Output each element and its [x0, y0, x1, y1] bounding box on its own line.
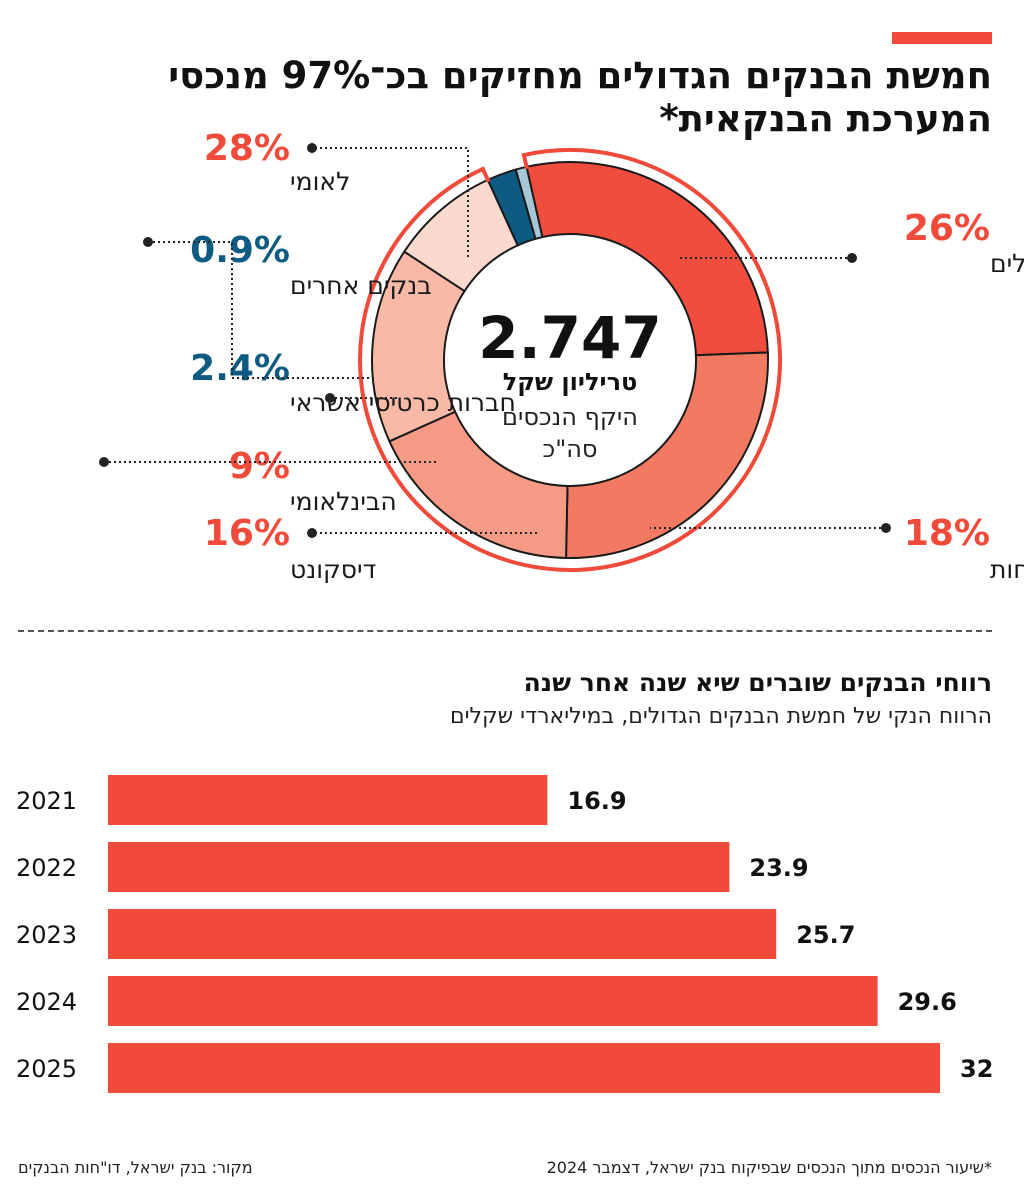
bar-value-label-0: 16.9	[567, 787, 626, 815]
leader-dot-5	[325, 393, 335, 403]
bar-4	[108, 1043, 940, 1093]
slice-0	[525, 161, 769, 357]
center-unit: טריליון שקל	[503, 368, 638, 396]
bar-chart: 2021 16.9 2022 23.9 2023 25.7 2024 29.6 2025 32	[16, 775, 993, 1093]
slice-name-label-6: בנקים אחרים	[290, 271, 432, 300]
slice-value-label-5: 2.4%	[190, 348, 290, 389]
slice-6	[514, 165, 544, 241]
bar-category-2: 2023	[16, 921, 77, 949]
slice-1	[565, 351, 769, 559]
leader-dot-3	[307, 528, 317, 538]
slice-name-label-2: מזרחי־טפחות	[990, 555, 1024, 584]
bars-subtitle: הרווח הנקי של חמשת הבנקים הגדולים, במילי…	[449, 704, 992, 729]
section-divider	[18, 630, 992, 632]
big-banks-ring	[358, 148, 782, 572]
leader-line-0	[310, 147, 469, 258]
center-caption-1: היקף הנכסים	[502, 403, 638, 431]
slice-name-label-1: הפועלים	[990, 249, 1024, 278]
bar-value-label-2: 25.7	[796, 921, 855, 949]
bar-category-0: 2021	[16, 787, 77, 815]
bar-value-label-1: 23.9	[749, 854, 808, 882]
bar-2	[108, 909, 777, 959]
leader-dot-2	[881, 523, 891, 533]
bar-category-4: 2025	[16, 1055, 77, 1083]
source-note: מקור: בנק ישראל, דו"חות הבנקים	[18, 1158, 253, 1177]
leader-line-6	[148, 241, 376, 379]
slice-name-label-4: הבינלאומי	[290, 487, 397, 516]
bar-value-label-3: 29.6	[898, 988, 957, 1016]
footnote: *שיעור הנכסים מתוך הנכסים שבפיקוח בנק יש…	[546, 1158, 992, 1177]
slice-2	[388, 410, 569, 559]
slice-value-label-0: 28%	[204, 128, 290, 169]
leader-dot-4	[99, 457, 109, 467]
bar-value-label-4: 32	[960, 1055, 993, 1083]
slice-value-label-6: 0.9%	[190, 230, 290, 271]
slice-value-label-2: 18%	[904, 513, 990, 554]
bar-category-1: 2022	[16, 854, 77, 882]
slice-name-label-3: דיסקונט	[290, 555, 376, 584]
leader-dot-1	[847, 253, 857, 263]
leader-dot-6	[143, 237, 153, 247]
bar-1	[108, 842, 730, 892]
bars-title: רווחי הבנקים שוברים שיא שנה אחר שנה	[523, 668, 992, 697]
slice-value-label-3: 16%	[204, 513, 290, 554]
bar-category-3: 2024	[16, 988, 77, 1016]
center-caption-2: סה"כ	[543, 435, 598, 463]
accent-bar	[892, 32, 992, 44]
bar-0	[108, 775, 548, 825]
slice-value-label-1: 26%	[904, 208, 990, 249]
slice-name-label-5: חברות כרטיסי אשראי	[290, 388, 516, 417]
slice-name-label-0: לאומי	[290, 167, 350, 196]
leader-dot-0	[307, 143, 317, 153]
center-value: 2.747	[478, 304, 661, 372]
main-title: חמשת הבנקים הגדולים מחזיקים בכ־97% מנכסי…	[168, 54, 992, 140]
bar-3	[108, 976, 878, 1026]
slice-value-label-4: 9%	[229, 446, 290, 487]
